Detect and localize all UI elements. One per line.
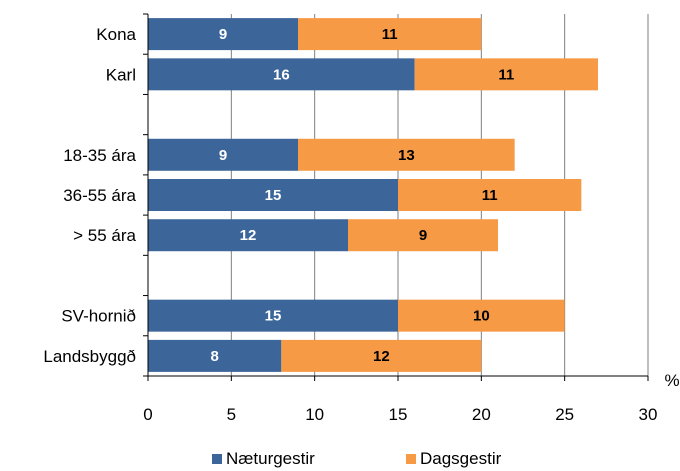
data-label: 9 (419, 227, 427, 244)
bar-segment (148, 138, 298, 171)
bar-segment (398, 299, 565, 332)
x-tick-label: 30 (639, 405, 658, 424)
x-tick-label: 0 (143, 405, 152, 424)
category-label: > 55 ára (73, 226, 136, 245)
data-label: 16 (273, 66, 290, 83)
category-label: Landsbyggð (43, 347, 136, 366)
category-labels: Kona Karl 18-35 ára 36-55 ára > 55 ára SV-hor… (43, 25, 136, 366)
legend-label: Dagsgestir (420, 449, 502, 468)
bar-segment (298, 18, 482, 51)
bar-segment (148, 58, 415, 91)
legend: Næturgestir Dagsgestir (212, 449, 502, 468)
category-label: SV-hornið (61, 307, 136, 326)
bars: 9 11 16 11 9 13 15 11 12 9 15 10 8 12 (148, 18, 598, 372)
x-tick-label: 10 (305, 405, 324, 424)
legend-swatch (212, 454, 222, 464)
bar-segment (281, 339, 482, 372)
data-label: 9 (219, 147, 227, 164)
legend-swatch (406, 454, 416, 464)
bar-segment (348, 219, 498, 252)
x-tick-label: 25 (555, 405, 574, 424)
bar-segment (148, 219, 348, 252)
bar-segment (148, 179, 398, 211)
data-label: 9 (219, 26, 227, 43)
data-label: 11 (482, 187, 498, 204)
x-tick-label: 20 (472, 405, 491, 424)
bar-segment (148, 339, 282, 372)
tick-labels: 0 5 10 15 20 25 30 (143, 405, 657, 424)
axes (143, 13, 649, 381)
x-tick-label: 15 (389, 405, 408, 424)
bar-segment (148, 18, 298, 51)
bar-segment (298, 138, 515, 171)
category-label: 18-35 ára (63, 146, 136, 165)
category-label: Karl (106, 65, 136, 84)
data-label: 10 (473, 308, 490, 325)
data-label: 11 (498, 66, 514, 83)
bar-segment (148, 299, 398, 332)
x-axis-unit-label: % (664, 371, 679, 390)
data-label: 11 (382, 26, 398, 43)
data-label: 13 (398, 147, 415, 164)
bar-segment (398, 179, 582, 211)
legend-label: Næturgestir (226, 449, 315, 468)
data-label: 15 (265, 187, 282, 204)
category-label: 36-55 ára (63, 186, 136, 205)
data-label: 8 (210, 348, 218, 365)
bar-segment (414, 58, 598, 91)
data-label: 12 (240, 227, 257, 244)
x-tick-label: 5 (227, 405, 236, 424)
data-label: 12 (373, 348, 390, 365)
category-label: Kona (96, 25, 136, 44)
data-label: 15 (265, 308, 282, 325)
